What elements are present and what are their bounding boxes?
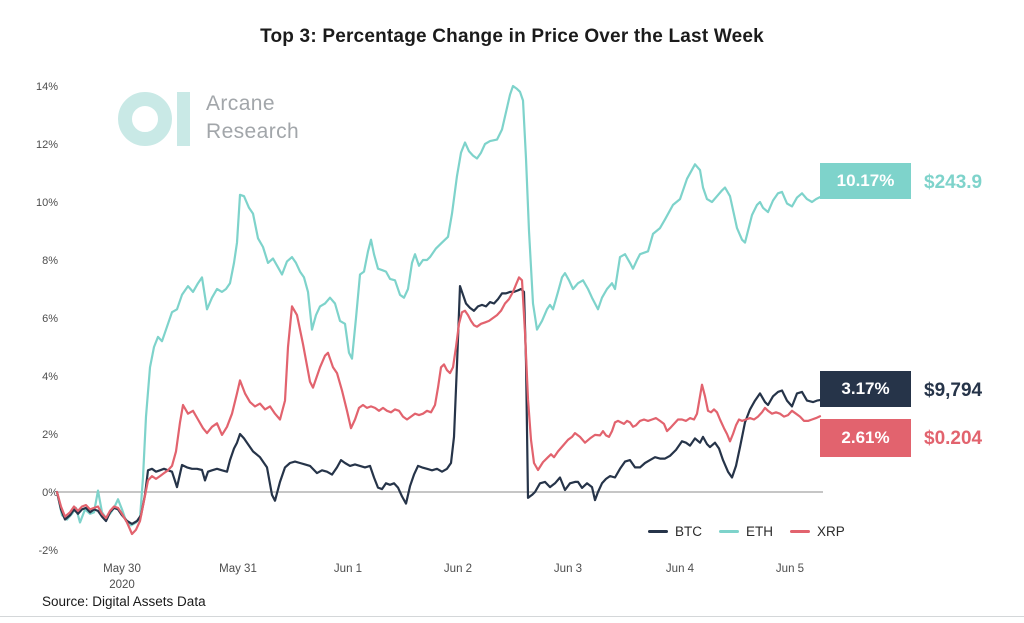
series-line-btc [55,285,822,526]
legend-item-xrp: XRP [790,524,845,539]
y-tick-label: 6% [42,313,58,325]
y-tick-label: 2% [42,429,58,441]
eth-price-label: $243.9 [924,172,983,193]
x-tick-label: Jun 2 [444,563,472,575]
logo-bar-icon [177,92,190,146]
xrp-price-label: $0.204 [924,428,983,449]
x-tick-label: Jun 1 [334,563,362,575]
eth-line-swatch-icon [719,529,739,533]
x-tick-label: May 30 [103,563,141,575]
logo-text: Arcane Research [206,90,299,146]
x-tick-label: May 31 [219,563,257,575]
legend-item-btc: BTC [648,524,702,539]
series-line-eth [55,84,822,527]
y-tick-label: -2% [38,545,58,557]
chart-legend: BTC ETH XRP [648,521,853,541]
y-tick-label: 8% [42,255,58,267]
page-title: Top 3: Percentage Change in Price Over t… [260,26,764,47]
btc-percent-badge: 3.17% [820,371,911,407]
x-tick-label: Jun 5 [776,563,804,575]
x-tick-sublabel: 2020 [109,579,135,591]
y-tick-label: 12% [36,139,58,151]
x-tick-label: Jun 3 [554,563,582,575]
logo-line1: Arcane [206,92,275,115]
y-tick-label: 14% [36,81,58,93]
xrp-line-swatch-icon [790,529,810,533]
legend-label-eth: ETH [746,523,773,539]
x-tick-label: Jun 4 [666,563,695,575]
btc-price-label: $9,794 [924,380,983,401]
y-tick-label: 10% [36,197,58,209]
eth-percent-badge: 10.17% [820,163,911,199]
legend-label-btc: BTC [675,523,702,539]
xrp-percent-badge: 2.61% [820,419,911,457]
arcane-research-logo: Arcane Research [118,92,299,146]
legend-label-xrp: XRP [817,523,845,539]
source-attribution: Source: Digital Assets Data [42,594,206,609]
y-tick-label: 4% [42,371,58,383]
legend-item-eth: ETH [719,524,773,539]
bottom-divider [0,616,1024,617]
logo-line2: Research [206,120,300,143]
y-tick-label: 0% [42,487,58,499]
btc-line-swatch-icon [648,529,668,533]
series-line-xrp [55,276,822,536]
